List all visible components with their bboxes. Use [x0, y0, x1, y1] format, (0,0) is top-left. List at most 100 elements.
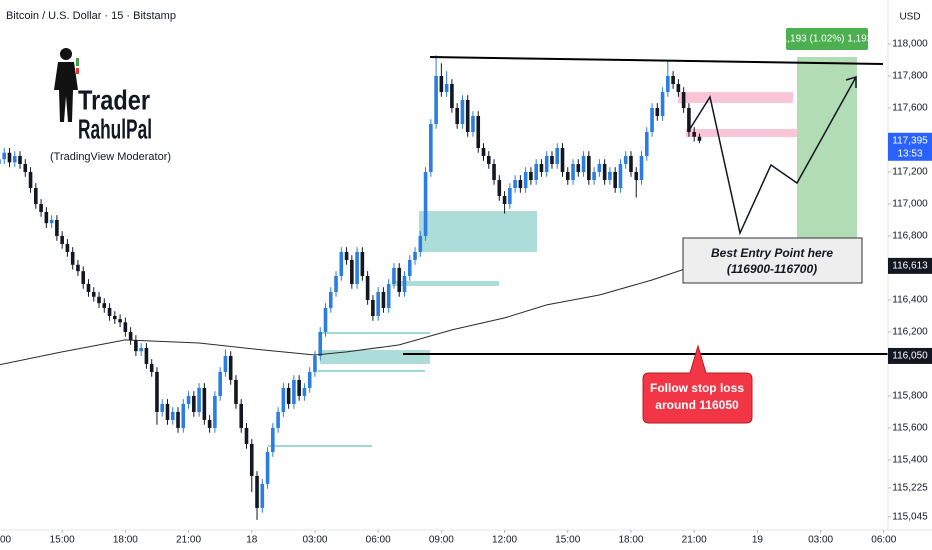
candle-body: [186, 395, 191, 404]
candle-body: [576, 163, 581, 172]
price-label: 116,613: [892, 261, 928, 272]
moving-average: [0, 265, 695, 366]
candle-body: [207, 419, 212, 428]
candle-body: [86, 283, 91, 292]
entry-text: Best Entry Point here: [711, 246, 833, 260]
logo-candle: [76, 68, 79, 74]
candle-body: [407, 259, 412, 276]
price-label: 116,050: [892, 351, 928, 362]
x-tick-label: 18:00: [618, 535, 643, 546]
x-tick-label: 18:00: [113, 535, 138, 546]
x-tick-label: 21:00: [682, 535, 707, 546]
candle-body: [634, 171, 639, 180]
candle-body: [34, 187, 38, 204]
y-tick-label: 117,200: [892, 167, 928, 178]
supply-zone: [686, 129, 797, 137]
candle-body: [429, 123, 433, 172]
candle-body: [234, 379, 238, 404]
stop-text: Follow stop loss: [650, 381, 744, 395]
logo-candle: [76, 58, 79, 66]
candle-body: [328, 291, 333, 308]
candle-body: [60, 235, 64, 244]
candle-body: [376, 291, 380, 316]
x-tick-label: 06:00: [871, 535, 896, 546]
candle-body: [444, 83, 449, 92]
candle-body: [450, 83, 454, 108]
candle-body: [597, 163, 602, 172]
candle-body: [460, 99, 465, 124]
candle-body: [592, 171, 596, 180]
candle-body: [523, 171, 528, 188]
x-tick-label: 03:00: [808, 535, 833, 546]
candle-body: [307, 371, 312, 388]
target-zone: [797, 57, 857, 250]
candle-body: [602, 163, 607, 180]
candle-body: [181, 403, 186, 428]
candle-body: [65, 243, 70, 252]
candle-body: [660, 91, 665, 116]
y-tick-label: 115,225: [892, 483, 928, 494]
candle-body: [265, 451, 270, 484]
candle-body: [539, 163, 544, 172]
candle-body: [397, 267, 402, 292]
candle-body: [476, 115, 481, 148]
logo-caption: (TradingView Moderator): [50, 151, 171, 163]
x-tick-label: 12:00: [492, 535, 517, 546]
candle-body: [550, 155, 554, 164]
candle-body: [687, 107, 691, 132]
candle-body: [455, 107, 459, 124]
candle-body: [102, 303, 107, 308]
candle-body: [644, 131, 649, 156]
candle-body: [560, 147, 565, 172]
logo-head: [60, 48, 72, 60]
candle-body: [286, 387, 291, 404]
demand-zone: [320, 350, 430, 364]
candle-body: [344, 251, 349, 260]
resistance-line: [429, 56, 884, 65]
y-tick-label: 117,000: [892, 199, 928, 210]
stop-text: around 116050: [655, 398, 739, 412]
x-tick-label: 06:00: [366, 535, 391, 546]
x-tick-label: 15:00: [555, 535, 580, 546]
candle-body: [107, 307, 112, 316]
candle-body: [28, 171, 33, 188]
candle-body: [618, 163, 623, 188]
logo: Trader RahulPal (TradingView Moderator): [50, 48, 171, 163]
target-label-box: [786, 28, 868, 50]
candle-body: [360, 251, 365, 276]
y-tick-label: 116,800: [892, 231, 928, 242]
candle-body: [613, 171, 617, 188]
candle-body: [481, 147, 486, 156]
candle-body: [492, 163, 496, 180]
y-tick-label: 117,600: [892, 103, 928, 114]
demand-zone: [392, 281, 499, 286]
y-tick-label: 115,800: [892, 391, 928, 402]
candle-body: [23, 163, 28, 172]
candle-body: [671, 75, 675, 84]
candle-body: [676, 83, 681, 92]
candle-body: [223, 355, 228, 372]
candle-body: [497, 179, 502, 196]
candle-body: [471, 115, 475, 132]
candle-body: [276, 411, 280, 428]
candle-body: [197, 387, 201, 412]
candle-body: [681, 91, 686, 108]
candle-body: [386, 283, 391, 308]
candle-body: [128, 331, 133, 340]
arrow-head: [845, 75, 857, 88]
candle-body: [697, 136, 702, 141]
y-tick-label: 115,400: [892, 455, 928, 466]
drawings: 1,193 (1.02%) 1,193 Best Entry Point her…: [403, 28, 888, 424]
candle-body: [350, 259, 354, 284]
candle-body: [134, 339, 138, 352]
candle-body: [339, 251, 344, 276]
projection-path: [687, 76, 857, 236]
candle-body: [44, 211, 49, 224]
candle-body: [381, 291, 386, 308]
candle-body: [218, 371, 222, 396]
candle-body: [255, 475, 259, 508]
entry-range: (116900-116700): [727, 262, 817, 276]
y-tick-label: 116,200: [892, 327, 928, 338]
candle-body: [39, 203, 43, 212]
